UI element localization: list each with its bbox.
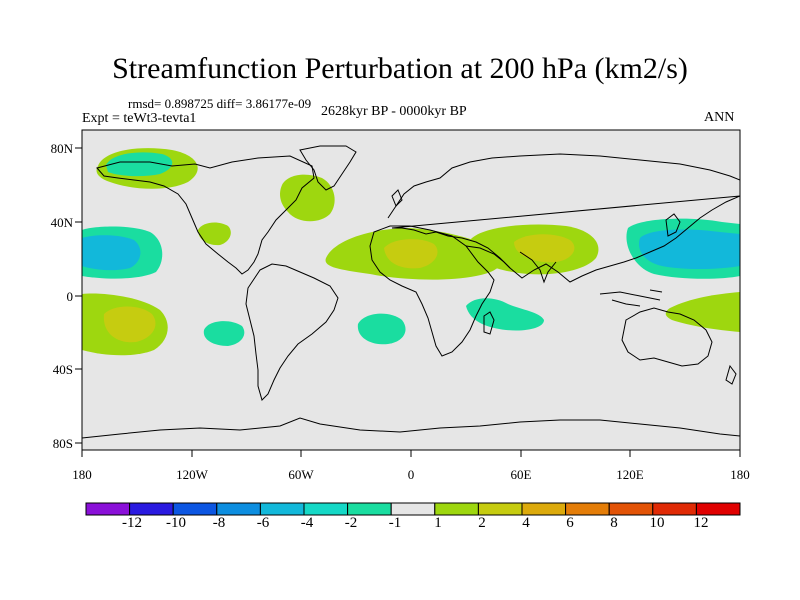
colorbar-label-n2: -2 (344, 515, 358, 531)
map-title: Streamfunction Perturbation at 200 hPa (… (112, 52, 688, 85)
colorbar-swatch-6 (347, 502, 392, 516)
colorbar-swatch-1 (129, 502, 174, 516)
colorbar-swatch-7 (390, 502, 436, 516)
colorbar-swatch-10 (521, 502, 567, 516)
coastline-arabia-india (465, 245, 557, 284)
anomaly-africa-north-core (384, 239, 438, 269)
colorbar-label-n1: -1 (388, 515, 402, 531)
lat-label-0: 0 (66, 289, 74, 304)
anomaly-pacific-dateline-north-core (82, 235, 141, 271)
colorbar-swatch-0 (85, 502, 131, 516)
lon-label-120e: 120E (616, 467, 644, 482)
season-label: ANN (704, 110, 735, 125)
colorbar-label-p8: 8 (610, 515, 618, 531)
anomaly-north-america-east (280, 174, 335, 222)
colorbar-label-p6: 6 (566, 515, 574, 531)
colorbar-swatch-9 (477, 502, 523, 516)
coastline-greenland (299, 145, 357, 191)
anomaly-layer (82, 148, 740, 356)
period-label: 2628kyr BP - 0000kyr BP (321, 104, 467, 119)
coastline-africa (369, 225, 495, 357)
colorbar-swatch-4 (259, 502, 305, 516)
colorbar-label-n8: -8 (212, 515, 226, 531)
colorbar-label-p1: 1 (434, 515, 442, 531)
anomaly-east-africa-south (466, 298, 544, 331)
coastline-australia (621, 307, 713, 367)
colorbar-swatch-11 (565, 502, 610, 516)
coastline-new-zealand (725, 364, 737, 385)
experiment-label: Expt = teWt3-tevta1 (82, 111, 197, 126)
colorbar-label-n10: -10 (166, 515, 186, 531)
colorbar-label-p10: 10 (649, 515, 665, 531)
anomaly-west-pacific-north-core (638, 229, 740, 269)
anomaly-pacific-dateline-south-core (103, 306, 156, 343)
lat-label-40s: 40S (52, 362, 73, 377)
lon-label-60e: 60E (510, 467, 532, 482)
colorbar-swatch-12 (608, 502, 654, 516)
axis-ticks (75, 130, 741, 457)
colorbar-label-n12: -12 (122, 515, 142, 531)
rmsd-value: 0.898725 (164, 96, 214, 111)
coastline-japan (665, 213, 681, 237)
diff-value: 3.86177e-09 (245, 96, 312, 111)
coastline-europe-asia (387, 153, 740, 283)
colorbar-swatch-5 (303, 502, 349, 516)
coastline-indonesia (599, 289, 663, 307)
coastline-antarctica (82, 417, 740, 439)
coastline-north-america (96, 155, 315, 275)
anomaly-south-pacific-west (665, 292, 740, 332)
lon-label-60w: 60W (288, 467, 314, 482)
diff-label: diff= (216, 96, 243, 111)
stats-line: rmsd= 0.898725 diff= 3.86177e-09 (128, 96, 311, 112)
colorbar-swatch-14 (695, 502, 741, 516)
rmsd-label: rmsd= (128, 96, 162, 111)
colorbar-label-p12: 12 (693, 515, 709, 531)
colorbar-label-n6: -6 (256, 515, 270, 531)
coastlines (82, 145, 740, 439)
lat-label-40n: 40N (50, 215, 73, 230)
coastline-uk (391, 189, 403, 207)
anomaly-south-atlantic (357, 313, 406, 345)
anomaly-south-asia-core (514, 234, 575, 263)
colorbar-swatch-3 (216, 502, 261, 516)
colorbar-swatch-2 (172, 502, 218, 516)
anomaly-subtropical-pacific-northeast (198, 222, 231, 246)
colorbar-label-p4: 4 (522, 515, 530, 531)
colorbar-swatch-8 (434, 502, 479, 516)
colorbar (85, 502, 741, 516)
colorbar-swatch-13 (652, 502, 697, 516)
lon-label-180w: 180 (72, 467, 92, 482)
colorbar-label-n4: -4 (300, 515, 314, 531)
lon-label-0: 0 (407, 467, 415, 482)
anomaly-east-pacific-south (203, 321, 245, 346)
lon-label-120w: 120W (176, 467, 208, 482)
coastline-south-america (245, 263, 339, 401)
lon-label-180e: 180 (730, 467, 750, 482)
colorbar-label-p2: 2 (478, 515, 486, 531)
lat-label-80s: 80S (52, 436, 73, 451)
coastline-madagascar (483, 311, 495, 335)
lat-label-80n: 80N (50, 141, 73, 156)
anomaly-north-pacific-high-latitude (106, 152, 173, 177)
